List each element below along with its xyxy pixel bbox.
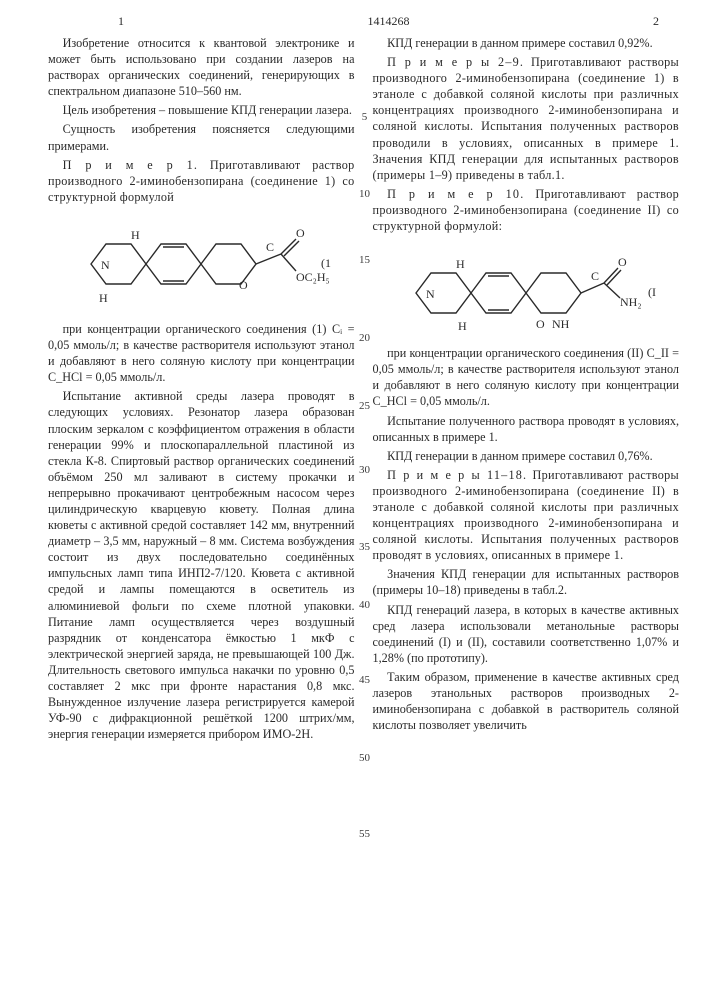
svg-text:N: N — [426, 287, 435, 301]
para: Испытание полученного раствора проводят … — [373, 413, 680, 445]
lineno: 55 — [354, 828, 376, 840]
para: КПД генераций лазера, в которых в качест… — [373, 602, 680, 666]
lineno: 20 — [354, 332, 376, 344]
lineno: 35 — [354, 541, 376, 553]
svg-text:(1): (1) — [321, 256, 331, 270]
svg-text:H: H — [99, 291, 108, 305]
page-num-right: 2 — [653, 14, 659, 29]
chem-structure-2: N H H O NH O C NH₂ (II) — [396, 238, 656, 343]
svg-text:H: H — [131, 228, 140, 242]
para-examples-2-9: П р и м е р ы 2–9. Приготавливают раство… — [373, 54, 680, 183]
para: Таким образом, применение в качестве акт… — [373, 669, 680, 733]
lineno: 30 — [354, 464, 376, 476]
para: КПД генерации в данном примере составил … — [373, 35, 680, 51]
svg-text:O: O — [239, 278, 248, 292]
para: КПД генерации в данном примере составил … — [373, 448, 680, 464]
para: Испытание активной среды лазера проводят… — [48, 388, 355, 742]
example-label: П р и м е р ы 2–9. — [387, 55, 524, 69]
svg-text:C: C — [591, 269, 599, 283]
para: при концентрации органического соединени… — [373, 345, 680, 409]
svg-text:OC₂H₅: OC₂H₅ — [296, 270, 330, 284]
patent-number: 1414268 — [368, 14, 410, 29]
svg-text:N: N — [101, 258, 110, 272]
svg-text:H: H — [458, 319, 467, 333]
para-example-10: П р и м е р 10. Приготавливают раствор п… — [373, 186, 680, 234]
lineno: 10 — [354, 188, 376, 200]
lineno: 15 — [354, 254, 376, 266]
para: Сущность изобретения поясняется следующи… — [48, 121, 355, 153]
example-label: П р и м е р ы 11–18. — [387, 468, 527, 482]
para: при концентрации органического соединени… — [48, 321, 355, 385]
lineno: 25 — [354, 400, 376, 412]
example-label: П р и м е р 10. — [387, 187, 524, 201]
lineno: 45 — [354, 674, 376, 686]
svg-text:C: C — [266, 240, 274, 254]
svg-text:O: O — [296, 226, 305, 240]
column-left: Изобретение относится к квантовой электр… — [48, 35, 355, 745]
para: Изобретение относится к квантовой электр… — [48, 35, 355, 99]
para: Значения КПД генерации для испытанных ра… — [373, 566, 680, 598]
example-label: П р и м е р 1. — [63, 158, 199, 172]
para-text: Приготавливают растворы производного 2-и… — [373, 55, 680, 182]
columns: Изобретение относится к квантовой электр… — [48, 35, 679, 745]
svg-text:NH: NH — [552, 317, 570, 331]
svg-text:H: H — [456, 257, 465, 271]
chem-structure-1: H N H O O C OC₂H₅ (1) — [71, 209, 331, 319]
page-num-left: 1 — [118, 14, 124, 29]
svg-text:NH₂: NH₂ — [620, 295, 642, 309]
page: 1 1414268 2 5 10 15 20 25 30 35 40 45 50… — [0, 0, 707, 1000]
lineno: 40 — [354, 599, 376, 611]
svg-text:(II): (II) — [648, 285, 656, 299]
para-examples-11-18: П р и м е р ы 11–18. Приготавливают раст… — [373, 467, 680, 564]
column-right: КПД генерации в данном примере составил … — [373, 35, 680, 745]
para-example-1: П р и м е р 1. Приготавливают раствор пр… — [48, 157, 355, 205]
svg-text:O: O — [618, 255, 627, 269]
para: Цель изобретения – повышение КПД генерац… — [48, 102, 355, 118]
svg-text:O: O — [536, 317, 545, 331]
lineno: 50 — [354, 752, 376, 764]
page-header: 1 1414268 2 — [48, 14, 679, 29]
lineno: 5 — [354, 111, 376, 123]
